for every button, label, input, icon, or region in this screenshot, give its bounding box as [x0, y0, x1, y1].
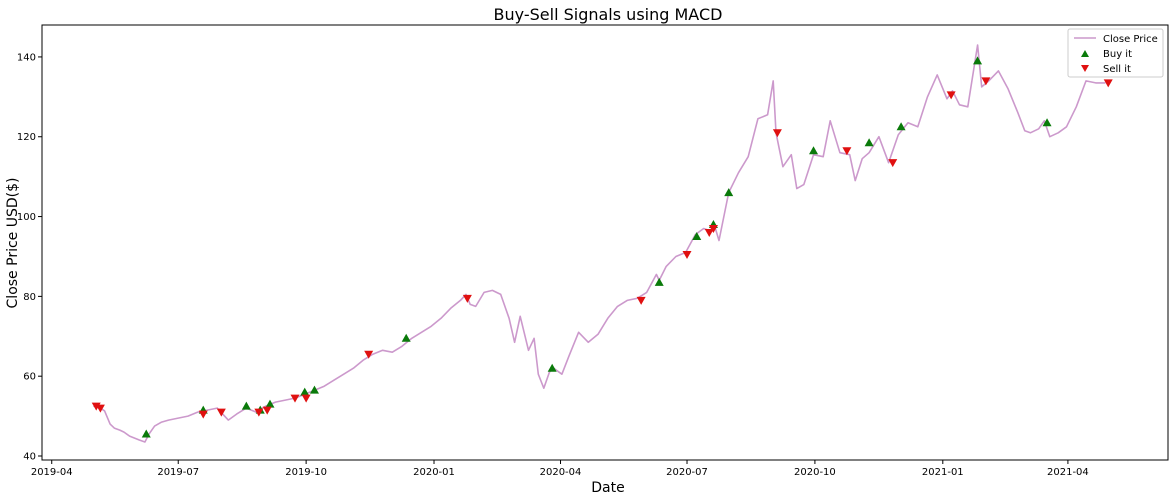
sell-signal-marker	[198, 410, 208, 419]
x-tick-label: 2020-01	[413, 467, 455, 478]
buy-signal-marker	[1042, 118, 1052, 127]
buy-signal-marker	[809, 146, 819, 155]
x-axis-title: Date	[591, 480, 624, 496]
sell-signal-marker	[636, 296, 646, 305]
buy-signal-marker	[973, 56, 983, 65]
sell-signal-marker	[1103, 79, 1113, 88]
sell-signal-marker	[254, 408, 264, 417]
y-tick-label: 60	[23, 372, 36, 383]
sell-signal-marker	[364, 350, 374, 359]
buy-signal-marker	[241, 401, 251, 410]
sell-signal-marker	[682, 250, 692, 259]
buy-signal-marker	[300, 387, 310, 396]
sell-signal-marker	[946, 91, 956, 100]
y-tick-label: 120	[17, 132, 36, 143]
sell-signal-marker	[95, 404, 105, 413]
y-axis-title: Close Price USD($)	[5, 178, 21, 309]
sell-signal-marker	[290, 394, 300, 403]
buy-signal-marker	[692, 232, 702, 241]
x-tick-label: 2019-04	[31, 467, 73, 478]
sell-signal-marker	[772, 129, 782, 138]
x-tick-label: 2020-10	[794, 467, 836, 478]
buy-signal-marker	[864, 138, 874, 147]
buy-signal-marker	[141, 429, 151, 438]
x-tick-label: 2020-04	[540, 467, 582, 478]
buy-signal-marker	[547, 363, 557, 372]
legend-sell-marker	[1081, 65, 1089, 72]
close-price-line	[93, 44, 1106, 443]
y-tick-label: 140	[17, 52, 36, 63]
buy-signal-marker	[654, 277, 664, 286]
chart-title: Buy-Sell Signals using MACD	[494, 5, 723, 24]
sell-signal-marker	[262, 406, 272, 415]
x-axis: 2019-04 2019-07 2019-10 2020-01 2020-04 2020-…	[31, 460, 1089, 478]
legend-buy-marker	[1081, 50, 1089, 57]
sell-signal-marker	[301, 394, 311, 403]
x-tick-label: 2019-07	[157, 467, 199, 478]
sell-signal-marker	[708, 225, 718, 234]
legend-frame	[1067, 28, 1164, 78]
plot-frame	[41, 24, 1169, 461]
buy-signal-marker	[265, 399, 275, 408]
sell-signal-marker	[842, 147, 852, 156]
x-tick-label: 2020-07	[666, 467, 708, 478]
x-tick-label: 2021-04	[1047, 467, 1089, 478]
sell-signal-marker	[704, 229, 714, 238]
y-axis: 40 60 80 100 120 140	[17, 52, 42, 463]
legend-label-sell: Sell it	[1103, 64, 1131, 75]
x-tick-label: 2021-01	[922, 467, 964, 478]
sell-signal-marker	[462, 294, 472, 303]
buy-signal-marker	[724, 188, 734, 197]
sell-signal-marker	[981, 77, 991, 86]
sell-signal-marker	[216, 408, 226, 417]
sell-signal-marker	[888, 159, 898, 168]
y-tick-label: 100	[17, 212, 36, 223]
legend-label-close-price: Close Price	[1103, 34, 1158, 45]
buy-signal-marker	[896, 122, 906, 131]
buy-signal-marker	[309, 385, 319, 394]
buy-signal-marker	[401, 333, 411, 342]
legend: Close Price Buy it Sell it	[1067, 28, 1164, 78]
plot-area	[91, 44, 1113, 443]
x-tick-label: 2019-10	[285, 467, 327, 478]
legend-label-buy: Buy it	[1103, 49, 1132, 60]
y-tick-label: 40	[23, 452, 36, 463]
y-tick-label: 80	[23, 292, 36, 303]
